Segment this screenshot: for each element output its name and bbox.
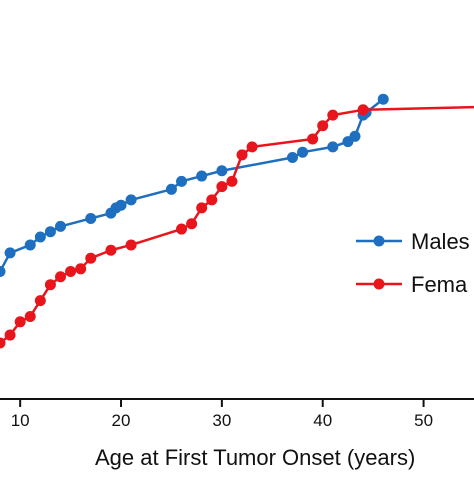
data-point-females	[85, 252, 97, 264]
data-point-males	[327, 141, 339, 153]
series-males	[0, 93, 389, 277]
data-point-males	[297, 146, 309, 158]
data-point-females	[105, 244, 117, 256]
data-point-females	[34, 295, 46, 307]
data-point-males	[55, 220, 67, 232]
data-point-males	[165, 183, 177, 195]
x-tick-label: 30	[212, 411, 231, 430]
axes-layer: 10 20 30 40 50 Age at First Tumor Onset (yea…	[0, 398, 474, 470]
series-line-tail-females	[363, 105, 474, 112]
data-point-females	[125, 239, 137, 251]
x-tick-label: 50	[414, 411, 433, 430]
data-point-males	[4, 247, 16, 259]
legend-swatch-marker	[373, 278, 385, 290]
data-point-females	[55, 271, 67, 283]
x-tick-label: 40	[313, 411, 332, 430]
data-point-females	[65, 265, 77, 277]
x-tick-label: 10	[11, 411, 30, 430]
x-axis-label: Age at First Tumor Onset (years)	[95, 445, 415, 470]
data-point-males	[349, 130, 361, 142]
data-point-females	[176, 223, 188, 235]
data-point-males	[0, 265, 6, 277]
legend-label: Males	[411, 229, 470, 254]
data-point-females	[186, 218, 198, 230]
legend-swatch-marker	[373, 235, 385, 247]
x-ticks: 10 20 30 40 50	[11, 399, 433, 430]
data-point-males	[85, 212, 97, 224]
data-point-females	[75, 263, 87, 275]
data-point-females	[327, 109, 339, 121]
data-point-females	[317, 120, 329, 132]
data-point-males	[377, 93, 389, 105]
data-point-males	[196, 170, 208, 182]
data-point-females	[4, 329, 16, 341]
data-point-males	[34, 231, 46, 243]
data-point-females	[44, 279, 56, 291]
data-point-females	[24, 311, 36, 322]
data-point-females	[196, 202, 208, 214]
data-point-females	[307, 133, 319, 145]
data-point-males	[44, 226, 56, 238]
data-point-males	[125, 194, 137, 206]
legend-label: Fema	[411, 272, 468, 297]
data-point-females	[206, 194, 218, 206]
data-point-females	[0, 337, 6, 349]
data-point-males	[216, 165, 228, 177]
x-tick-label: 20	[112, 411, 131, 430]
data-point-males	[115, 199, 127, 211]
legend: Males Fema	[356, 229, 470, 297]
data-point-females	[226, 175, 238, 187]
data-point-females	[14, 316, 26, 328]
series-females	[0, 104, 474, 349]
data-point-males	[286, 152, 298, 163]
data-point-females	[216, 181, 228, 193]
legend-item-males: Males	[356, 229, 470, 254]
data-point-females	[357, 104, 369, 116]
data-point-males	[176, 175, 188, 187]
data-point-males	[24, 239, 36, 251]
data-point-females	[236, 149, 248, 161]
legend-item-females: Fema	[356, 272, 468, 297]
series-layer	[0, 93, 474, 349]
data-point-females	[246, 141, 258, 153]
